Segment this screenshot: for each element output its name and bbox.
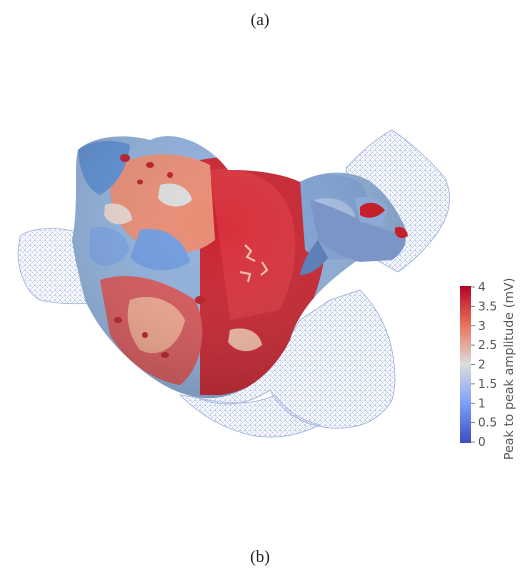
colorbar-tick-label: 0.5: [478, 416, 497, 430]
caption-a: (a): [250, 10, 270, 29]
colorbar-tick-label: 2.5: [478, 338, 497, 352]
electroanatomical-map: 4 3.5 3 2.5 2 1.5 1 0.5 0 Peak to peak amplitude…: [17, 129, 516, 460]
colorbar-tick-label: 3.5: [478, 299, 497, 313]
colorbar: 4 3.5 3 2.5 2 1.5 1 0.5 0 Peak to peak amplitude…: [460, 278, 516, 460]
vein-surface: [300, 196, 408, 275]
colorbar-tick-label: 1: [478, 396, 486, 410]
colorbar-gradient: [460, 286, 471, 443]
colorbar-tick-label: 3: [478, 319, 486, 333]
colorbar-title: Peak to peak amplitude (mV): [501, 278, 516, 460]
caption-b: (b): [250, 547, 270, 566]
colorbar-tick-label: 4: [478, 280, 486, 294]
colorbar-tick-label: 2: [478, 358, 486, 372]
colorbar-tick-label: 1.5: [478, 377, 497, 391]
colorbar-tick-label: 0: [478, 435, 486, 449]
